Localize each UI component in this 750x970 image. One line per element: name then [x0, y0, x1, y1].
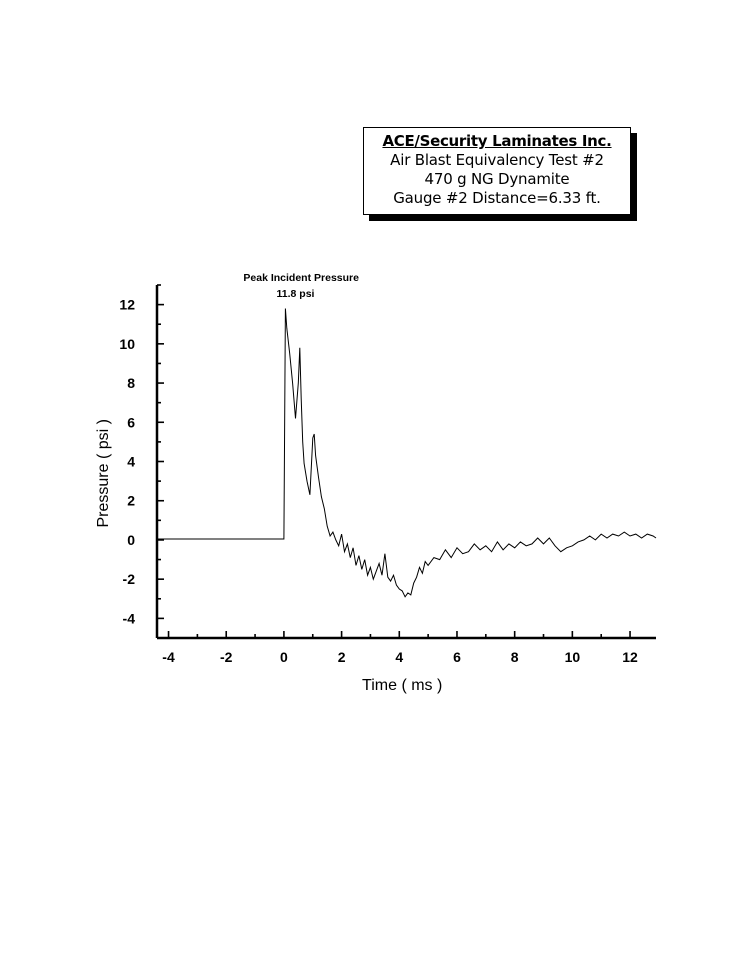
company-name: ACE/Security Laminates Inc. — [382, 132, 612, 150]
x-tick-label-3: 2 — [338, 649, 346, 665]
tick-labels: -4 -2 0 2 4 6 8 10 12 -4 -2 0 2 4 6 8 10 12 — [119, 297, 638, 665]
y-tick-label-1: -2 — [123, 571, 136, 587]
y-tick-label-8: 12 — [119, 297, 135, 313]
title-box: ACE/Security Laminates Inc. Air Blast Eq… — [363, 127, 631, 215]
y-tick-label-6: 8 — [127, 375, 135, 391]
y-tick-label-0: -4 — [123, 610, 136, 626]
y-tick-label-2: 0 — [127, 532, 135, 548]
x-tick-label-5: 6 — [453, 649, 461, 665]
y-tick-label-5: 6 — [127, 414, 135, 430]
y-tick-label-7: 10 — [119, 336, 135, 352]
x-tick-label-6: 8 — [511, 649, 519, 665]
x-tick-label-4: 4 — [395, 649, 403, 665]
y-tick-label-4: 4 — [127, 454, 135, 470]
x-tick-label-7: 10 — [565, 649, 581, 665]
x-tick-label-1: -2 — [220, 649, 233, 665]
tick-marks — [157, 284, 631, 639]
peak-annotation-title: Peak Incident Pressure — [243, 272, 359, 284]
x-axis-title: Time ( ms ) — [362, 677, 442, 694]
charge-description: 470 g NG Dynamite — [424, 170, 570, 188]
gauge-description: Gauge #2 Distance=6.33 ft. — [393, 189, 601, 207]
x-tick-label-2: 0 — [280, 649, 288, 665]
peak-annotation-value: 11.8 psi — [277, 288, 315, 300]
y-tick-label-3: 2 — [127, 493, 135, 509]
y-axis-title: Pressure ( psi ) — [95, 419, 112, 527]
axes — [155, 285, 656, 640]
x-tick-label-8: 12 — [622, 649, 638, 665]
pressure-series-line — [157, 308, 657, 598]
test-name: Air Blast Equivalency Test #2 — [390, 151, 604, 169]
x-tick-label-0: -4 — [162, 649, 175, 665]
